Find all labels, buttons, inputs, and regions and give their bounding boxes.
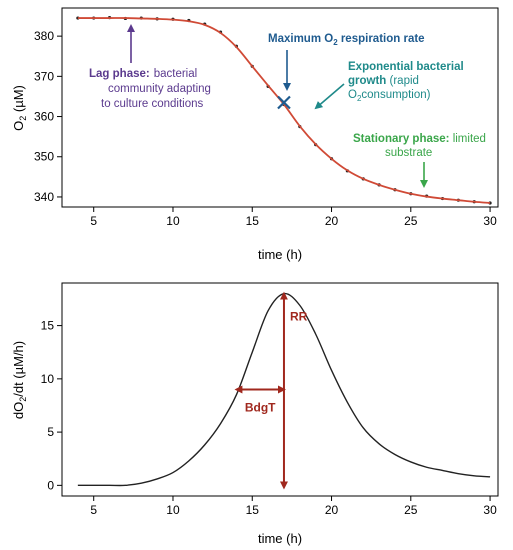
lag-label-bold: Lag phase: bbox=[89, 68, 150, 80]
max-label-sub: 2 bbox=[333, 38, 338, 47]
x-tick-label: 5 bbox=[90, 214, 97, 228]
annotation-max-rate: Maximum O2 respiration rate bbox=[268, 33, 425, 91]
svg-text:O2consumption): O2consumption) bbox=[348, 89, 431, 103]
x-axis-label-top: time (h) bbox=[258, 247, 302, 262]
annotation-exponential: Exponential bacterial growth (rapid O2co… bbox=[314, 61, 464, 110]
stat-line2: substrate bbox=[385, 147, 432, 159]
x-axis-label-bottom: time (h) bbox=[258, 531, 302, 546]
max-rate-x-stroke bbox=[277, 95, 291, 110]
x-tick-label: 20 bbox=[325, 214, 339, 228]
exp-line1: Exponential bacterial bbox=[348, 61, 464, 73]
plot-frame-bottom bbox=[61, 282, 499, 497]
x-tick-label: 25 bbox=[404, 214, 418, 228]
y-tick-label: 350 bbox=[34, 150, 54, 164]
svg-text:Maximum O2 respiration rate: Maximum O2 respiration rate bbox=[268, 33, 425, 47]
exp-line3-sub: 2 bbox=[357, 94, 362, 103]
panel-rate: 5 10 15 20 25 30 0 5 10 15 RR BdgT time (h) dO2/d… bbox=[11, 282, 499, 546]
lag-line3: to culture conditions bbox=[101, 98, 204, 110]
annotation-lag-phase: Lag phase: bacterial community adapting t… bbox=[89, 24, 211, 110]
y-axis-label-bottom: dO2/dt (µM/h) bbox=[11, 341, 28, 419]
stat-label-bold: Stationary phase: bbox=[353, 133, 450, 145]
x-axis-top: 5 10 15 20 25 30 bbox=[90, 207, 497, 228]
y-tick-label: 370 bbox=[34, 69, 54, 83]
x-tick-label: 30 bbox=[483, 214, 497, 228]
fitted-curve bbox=[77, 17, 491, 204]
y-tick-label: 5 bbox=[47, 425, 54, 439]
annotation-stationary: Stationary phase: limited substrate bbox=[353, 133, 486, 188]
exp-arrow bbox=[314, 83, 345, 110]
x-axis-bottom: 5 10 15 20 25 30 bbox=[90, 496, 497, 517]
y-tick-label: 380 bbox=[34, 29, 54, 43]
x-tick-label: 25 bbox=[404, 503, 418, 517]
y-axis-bottom: 0 5 10 15 bbox=[41, 319, 62, 492]
lag-line2: community adapting bbox=[108, 83, 211, 95]
y-axis-top: 340 350 360 370 380 bbox=[34, 29, 62, 204]
svg-text:growth (rapid: growth (rapid bbox=[348, 75, 419, 87]
stat-label-rest: limited bbox=[450, 133, 486, 145]
svg-text:Stationary phase: limited: Stationary phase: limited bbox=[353, 133, 486, 145]
max-label-post: respiration rate bbox=[338, 33, 425, 45]
lag-line1: bacterial bbox=[154, 68, 197, 80]
x-tick-label: 10 bbox=[166, 214, 180, 228]
exp-line2-bold: growth bbox=[348, 75, 386, 87]
y-tick-label: 10 bbox=[41, 372, 55, 386]
plot-frame-top bbox=[61, 7, 499, 208]
max-label-pre: Maximum O bbox=[268, 33, 333, 45]
x-tick-label: 20 bbox=[325, 503, 339, 517]
y-tick-label: 340 bbox=[34, 190, 54, 204]
svg-text:Lag phase:bacterial: Lag phase: bacterial bbox=[89, 68, 197, 80]
bdgt-label: BdgT bbox=[245, 401, 276, 415]
series-group-top bbox=[76, 16, 492, 205]
x-tick-label: 15 bbox=[246, 214, 260, 228]
max-rate-marker bbox=[277, 95, 291, 110]
panel-oxygen: 5 10 15 20 25 30 340 350 360 370 380 time (h) O2 … bbox=[11, 7, 499, 262]
annotation-group-bottom: RR BdgT bbox=[234, 291, 308, 490]
x-tick-label: 30 bbox=[483, 503, 497, 517]
exp-line2: (rapid bbox=[386, 75, 419, 87]
exp-line3-pre: O bbox=[348, 89, 357, 101]
x-tick-label: 5 bbox=[90, 503, 97, 517]
y-tick-label: 15 bbox=[41, 319, 55, 333]
x-tick-label: 15 bbox=[246, 503, 260, 517]
x-tick-label: 10 bbox=[166, 503, 180, 517]
y-axis-label-top: O2 (µM) bbox=[11, 85, 28, 131]
exp-line3-post: consumption) bbox=[361, 89, 430, 101]
rr-label: RR bbox=[290, 309, 308, 323]
y-tick-label: 0 bbox=[47, 478, 54, 492]
y-tick-label: 360 bbox=[34, 110, 54, 124]
